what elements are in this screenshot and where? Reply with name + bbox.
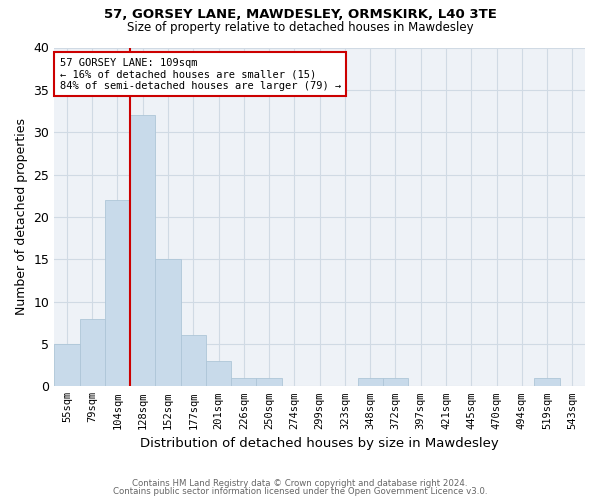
Bar <box>231 378 256 386</box>
Bar <box>80 318 105 386</box>
Bar <box>105 200 130 386</box>
Bar <box>206 361 231 386</box>
Text: 57 GORSEY LANE: 109sqm
← 16% of detached houses are smaller (15)
84% of semi-det: 57 GORSEY LANE: 109sqm ← 16% of detached… <box>59 58 341 91</box>
Text: Size of property relative to detached houses in Mawdesley: Size of property relative to detached ho… <box>127 21 473 34</box>
Bar <box>155 260 181 386</box>
Bar <box>54 344 80 387</box>
Text: Contains HM Land Registry data © Crown copyright and database right 2024.: Contains HM Land Registry data © Crown c… <box>132 478 468 488</box>
Bar <box>130 116 155 386</box>
Bar <box>181 336 206 386</box>
X-axis label: Distribution of detached houses by size in Mawdesley: Distribution of detached houses by size … <box>140 437 499 450</box>
Text: 57, GORSEY LANE, MAWDESLEY, ORMSKIRK, L40 3TE: 57, GORSEY LANE, MAWDESLEY, ORMSKIRK, L4… <box>104 8 496 20</box>
Text: Contains public sector information licensed under the Open Government Licence v3: Contains public sector information licen… <box>113 487 487 496</box>
Bar <box>383 378 408 386</box>
Bar <box>535 378 560 386</box>
Bar <box>256 378 282 386</box>
Bar <box>358 378 383 386</box>
Y-axis label: Number of detached properties: Number of detached properties <box>15 118 28 316</box>
